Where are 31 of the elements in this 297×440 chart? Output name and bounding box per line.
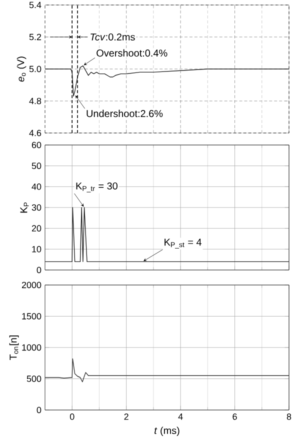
x-tick-label: 6 xyxy=(232,414,237,420)
y-tick-label: 500 xyxy=(26,376,42,382)
y-tick-label: 0 xyxy=(36,266,42,274)
y-tick-label: 10 xyxy=(32,246,42,252)
y-tick-label: 20 xyxy=(32,225,42,232)
x-tick-label: 8 xyxy=(286,414,292,420)
y-tick-label: 40 xyxy=(32,183,42,190)
annotation: K$_{P_tr}$ = 30 xyxy=(76,182,118,192)
y-tick-label: 50 xyxy=(32,162,42,170)
y-tick-label: 5.4 xyxy=(29,2,42,8)
annotation: K$_{P_st}$ = 4 xyxy=(164,238,202,248)
y-tick-label: 5.2 xyxy=(29,34,42,40)
y-tick-label: 0 xyxy=(36,406,42,414)
x-tick-label: 2 xyxy=(124,414,128,420)
y-tick-label: 60 xyxy=(32,142,42,148)
y-tick-label: 30 xyxy=(32,204,42,211)
y-tick-label: 1500 xyxy=(22,313,42,320)
y-tick-label: 2000 xyxy=(22,282,42,288)
y-tick-label: 4.8 xyxy=(29,98,42,104)
annotation: Overshoot:0.4% xyxy=(96,49,168,57)
annotation: Undershoot:2.6% xyxy=(86,110,163,118)
x-tick-label: 0 xyxy=(70,414,74,420)
y-axis-title: e$_{o}$ (V) xyxy=(16,56,26,82)
y-tick-label: 1000 xyxy=(22,344,42,351)
x-tick-label: 4 xyxy=(178,414,183,420)
y-axis-title: K$_{P}$ xyxy=(20,202,29,213)
annotation: Tcv:0.2ms xyxy=(90,33,135,41)
y-tick-label: 4.6 xyxy=(29,130,42,136)
x-axis-title: t (ms) xyxy=(154,426,180,436)
y-tick-label: 5.0 xyxy=(29,66,42,72)
y-axis-title: T$_{on}$[n] xyxy=(9,335,19,360)
